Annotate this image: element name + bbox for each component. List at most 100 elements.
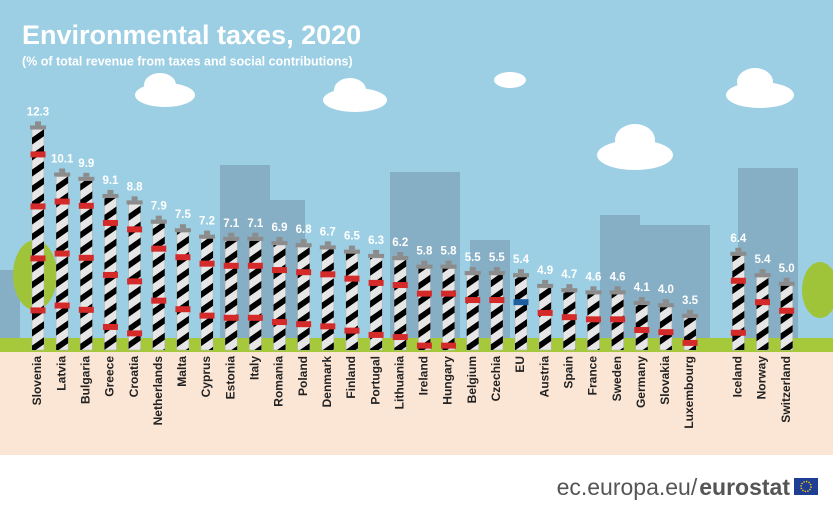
value-label: 9.1 — [102, 175, 119, 187]
eu-flag — [794, 478, 818, 495]
chimney-cap — [730, 251, 747, 256]
chimney-cap — [150, 219, 167, 224]
chimney-stripes — [249, 240, 262, 350]
value-label: 6.7 — [320, 226, 336, 238]
value-label: 5.5 — [489, 252, 506, 264]
chimney-cap-top — [324, 241, 331, 246]
category-label: Sweden — [610, 356, 624, 401]
chimney-ring — [682, 339, 698, 346]
chimney-ring — [30, 255, 46, 262]
chimney-cap — [513, 273, 529, 278]
chimney-ring — [199, 312, 215, 319]
value-label: 6.5 — [344, 231, 361, 243]
category-label: Romania — [272, 356, 286, 407]
chimney-cap-top — [107, 189, 114, 194]
chimney — [730, 247, 747, 351]
chimney-cap-top — [276, 237, 283, 242]
chimney-cap-top — [566, 284, 573, 289]
chimney — [585, 286, 602, 351]
chimney-ring — [175, 306, 191, 313]
chimney-cap-top — [614, 286, 621, 291]
category-label: Bulgaria — [78, 356, 92, 404]
value-label: 4.0 — [658, 284, 674, 296]
chimney — [30, 121, 46, 351]
chimney-ring — [78, 202, 94, 209]
chimney-cap — [223, 236, 240, 241]
chimney-cap — [126, 200, 143, 205]
category-label: Slovakia — [658, 356, 672, 405]
chimney-ring — [320, 271, 336, 278]
chimney-ring — [54, 198, 70, 205]
chimney-ring — [223, 314, 239, 321]
category-label: Malta — [175, 356, 189, 387]
chimney-cap — [271, 241, 288, 246]
chimney-cap — [295, 243, 312, 248]
category-label: Germany — [634, 356, 648, 408]
chart-title: Environmental taxes, 2020 — [22, 20, 361, 50]
category-label: Italy — [248, 356, 262, 380]
chimney-ring — [127, 330, 143, 337]
clouds — [135, 68, 794, 170]
chimney-stripes — [32, 129, 44, 350]
chimney — [271, 237, 288, 351]
chimney-cap-top — [373, 249, 380, 254]
chimney-cap — [585, 290, 602, 295]
value-label: 7.9 — [151, 201, 167, 213]
chimney-stripes — [321, 249, 334, 350]
chimney — [150, 215, 167, 351]
chimney — [368, 249, 385, 351]
chimney-ring — [296, 321, 312, 328]
chimney — [440, 260, 457, 351]
chimney-cap — [416, 264, 433, 269]
category-label: Denmark — [320, 356, 334, 408]
chimney-ring — [416, 342, 432, 349]
value-label: 8.8 — [127, 181, 144, 193]
chimney-ring — [30, 203, 46, 210]
chimney-ring — [416, 290, 432, 297]
chimney-ring — [610, 316, 626, 323]
value-label: 5.4 — [513, 254, 530, 266]
chimney-ring — [392, 334, 408, 341]
chimney-cap — [754, 273, 771, 278]
chimneys: 12.3 Slovenia 10.1 Latvia 9.9 Bulgaria 9.1 Gree… — [27, 106, 795, 429]
chimney — [319, 241, 336, 351]
chimney-cap-top — [35, 121, 41, 126]
footer-brand: eurostat — [699, 474, 790, 500]
chimney-cap-top — [204, 230, 211, 235]
chimney-cap — [657, 303, 674, 308]
chimney — [561, 284, 578, 351]
chimney-stripes — [780, 285, 793, 350]
chimney-ring — [247, 262, 263, 269]
chimney-stripes — [442, 268, 455, 350]
chimney-stripes — [273, 245, 286, 350]
value-label: 6.9 — [272, 222, 288, 234]
chimney-cap-top — [638, 297, 645, 302]
category-label: Latvia — [54, 356, 68, 391]
category-label: Hungary — [441, 356, 455, 405]
chimney-ring — [441, 342, 457, 349]
chimney-ring — [755, 299, 770, 306]
value-label: 7.5 — [175, 209, 192, 221]
chimney-cap-top — [131, 196, 138, 201]
value-label: 6.4 — [730, 233, 747, 245]
chimney-cap — [633, 301, 650, 306]
value-label: 4.7 — [561, 269, 577, 281]
chimney-cap — [464, 271, 481, 276]
chimney-cap — [368, 253, 385, 258]
chimney — [392, 252, 409, 351]
category-label: Spain — [561, 356, 575, 389]
chimney-cap-top — [300, 239, 307, 244]
chimney-ring — [296, 269, 312, 276]
chimney — [126, 196, 143, 351]
chimney-stripes — [176, 232, 189, 350]
chimney-ring — [779, 307, 795, 314]
chimney-stripes — [225, 240, 238, 350]
chimney-stripes — [659, 307, 672, 350]
chimney-ring — [561, 314, 577, 321]
chimney — [537, 279, 554, 351]
chimney-cap-top — [783, 277, 790, 282]
footer-site: ec.europa.eu/ — [557, 474, 698, 500]
chimney-ring — [344, 327, 360, 334]
value-label: 5.8 — [416, 246, 433, 258]
chimney — [174, 224, 191, 351]
